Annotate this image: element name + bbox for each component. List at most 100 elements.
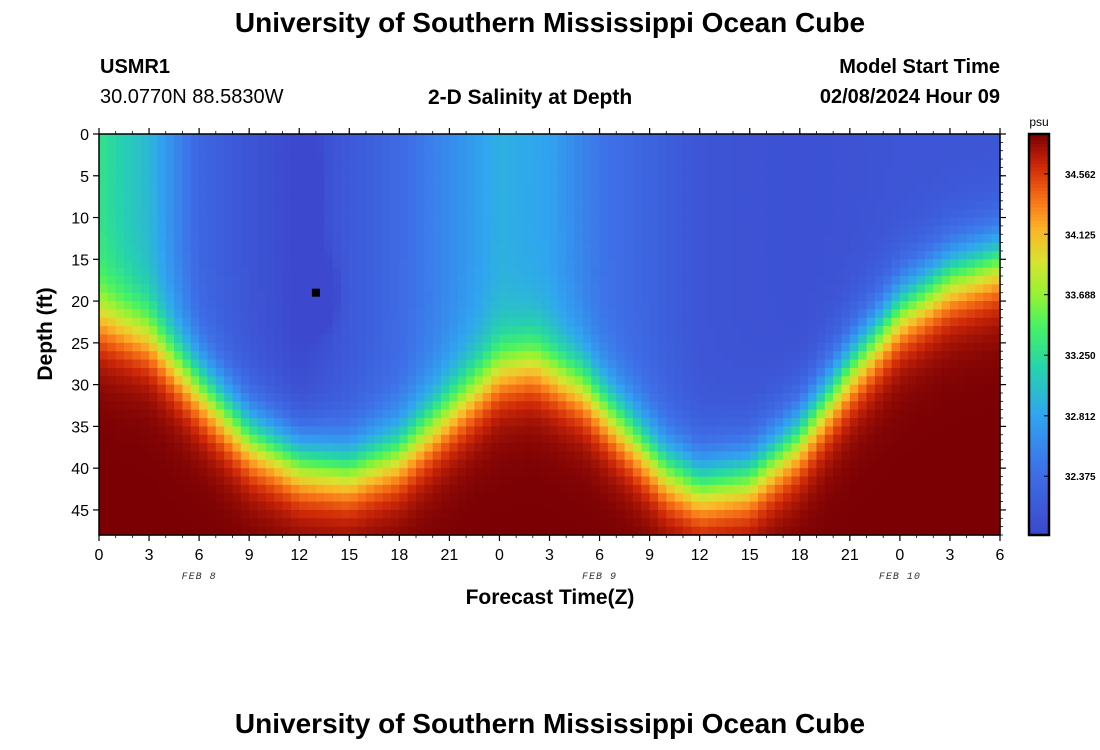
heatmap-cell xyxy=(124,418,133,427)
heatmap-cell xyxy=(582,426,592,436)
heatmap-cell xyxy=(365,476,375,486)
heatmap-cell xyxy=(466,351,476,361)
heatmap-cell xyxy=(858,159,868,169)
heatmap-cell xyxy=(441,242,450,252)
heatmap-cell xyxy=(616,518,626,528)
heatmap-cell xyxy=(399,250,409,260)
heatmap-cell xyxy=(149,292,158,302)
heatmap-cell xyxy=(491,392,501,402)
heatmap-cell xyxy=(224,392,234,402)
heatmap-cell xyxy=(749,317,759,327)
heatmap-cell xyxy=(616,184,626,194)
heatmap-cell xyxy=(557,225,567,235)
heatmap-cell xyxy=(224,468,234,478)
heatmap-cell xyxy=(224,150,234,160)
heatmap-cell xyxy=(557,459,567,469)
heatmap-cell xyxy=(365,326,375,336)
heatmap-cell xyxy=(632,134,642,143)
heatmap-cell xyxy=(649,192,659,202)
heatmap-cell xyxy=(866,468,876,478)
heatmap-cell xyxy=(691,284,701,294)
heatmap-cell xyxy=(499,167,509,177)
heatmap-cell xyxy=(841,284,851,294)
heatmap-cell xyxy=(340,242,350,252)
heatmap-cell xyxy=(941,167,951,177)
heatmap-cell xyxy=(591,175,601,185)
heatmap-cell xyxy=(157,418,167,427)
heatmap-cell xyxy=(891,459,901,469)
heatmap-cell xyxy=(182,468,192,478)
heatmap-cell xyxy=(315,384,325,394)
heatmap-cell xyxy=(115,493,125,503)
heatmap-cell xyxy=(240,250,250,260)
heatmap-cell xyxy=(916,234,926,244)
heatmap-cell xyxy=(774,476,784,486)
heatmap-cell xyxy=(315,142,325,152)
heatmap-cell xyxy=(416,309,425,319)
heatmap-cell xyxy=(249,209,259,219)
heatmap-cell xyxy=(616,451,626,461)
heatmap-cell xyxy=(274,242,284,252)
heatmap-cell xyxy=(549,451,559,461)
heatmap-cell xyxy=(682,493,692,503)
heatmap-cell xyxy=(357,376,367,386)
heatmap-cell xyxy=(566,200,576,210)
heatmap-cell xyxy=(566,175,576,185)
heatmap-cell xyxy=(99,292,108,302)
heatmap-cell xyxy=(891,484,901,494)
heatmap-cell xyxy=(724,326,734,336)
heatmap-cell xyxy=(941,292,951,302)
heatmap-cell xyxy=(749,192,759,202)
heatmap-cell xyxy=(841,200,851,210)
heatmap-cell xyxy=(724,501,734,511)
heatmap-cell xyxy=(99,359,108,369)
heatmap-cell xyxy=(632,175,642,185)
heatmap-cell xyxy=(566,459,576,469)
heatmap-cell xyxy=(874,234,884,244)
heatmap-cell xyxy=(933,418,943,427)
heatmap-cell xyxy=(190,392,200,402)
heatmap-cell xyxy=(441,175,450,185)
heatmap-cell xyxy=(491,267,501,277)
heatmap-cell xyxy=(457,259,467,269)
heatmap-cell xyxy=(507,134,517,143)
heatmap-cell xyxy=(324,409,334,419)
heatmap-cell xyxy=(924,159,934,169)
heatmap-cell xyxy=(632,401,642,411)
heatmap-cell xyxy=(132,284,142,294)
heatmap-cell xyxy=(240,284,250,294)
heatmap-cell xyxy=(157,209,167,219)
heatmap-cell xyxy=(524,301,534,311)
heatmap-cell xyxy=(240,426,250,436)
heatmap-cell xyxy=(340,250,350,260)
heatmap-cell xyxy=(699,225,709,235)
heatmap-cell xyxy=(340,284,350,294)
heatmap-cell xyxy=(482,184,492,194)
heatmap-cell xyxy=(390,292,400,302)
heatmap-cell xyxy=(299,192,309,202)
heatmap-cell xyxy=(641,159,651,169)
heatmap-cell xyxy=(574,309,584,319)
heatmap-cell xyxy=(949,509,959,519)
heatmap-cell xyxy=(758,200,767,210)
heatmap-cell xyxy=(149,209,158,219)
heatmap-cell xyxy=(657,309,667,319)
heatmap-cell xyxy=(607,317,617,327)
heatmap-cell xyxy=(307,434,317,444)
heatmap-cell xyxy=(524,250,534,260)
heatmap-cell xyxy=(649,250,659,260)
heatmap-cell xyxy=(866,184,876,194)
heatmap-cell xyxy=(399,284,409,294)
heatmap-cell xyxy=(557,468,567,478)
heatmap-cell xyxy=(924,384,934,394)
heatmap-cell xyxy=(182,334,192,344)
heatmap-cell xyxy=(215,175,225,185)
heatmap-cell xyxy=(949,418,959,427)
heatmap-cell xyxy=(841,351,851,361)
heatmap-cell xyxy=(290,217,300,227)
heatmap-cell xyxy=(749,451,759,461)
heatmap-cell xyxy=(624,501,634,511)
heatmap-cell xyxy=(332,392,342,402)
heatmap-cell xyxy=(332,501,342,511)
heatmap-cell xyxy=(174,468,184,478)
